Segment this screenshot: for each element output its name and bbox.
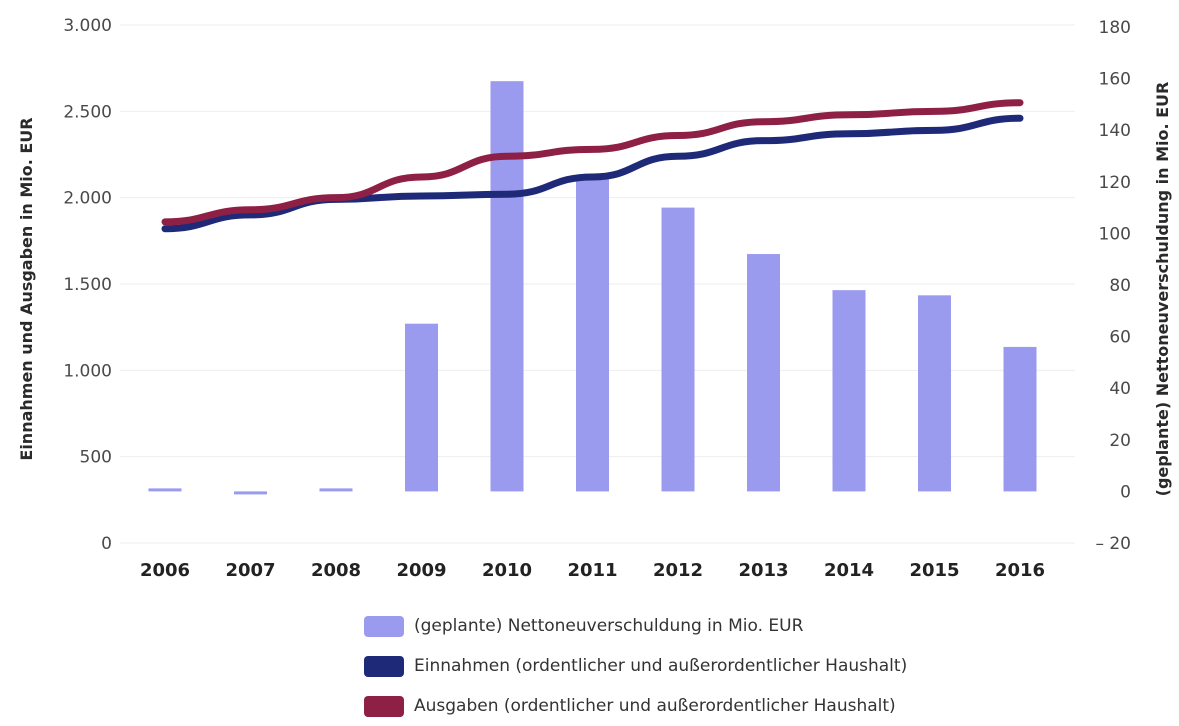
legend-item-net-borrowing: (geplante) Nettoneuverschuldung in Mio. …	[364, 606, 907, 646]
legend-item-revenue: Einnahmen (ordentlicher und außerordentl…	[364, 646, 907, 686]
legend-label-revenue: Einnahmen (ordentlicher und außerordentl…	[414, 656, 908, 676]
right-tick-label: – 20	[1095, 534, 1131, 554]
bar-2016	[1003, 346, 1037, 492]
left-tick-label: 0	[101, 534, 112, 554]
legend-swatch-net-borrowing	[364, 615, 404, 637]
right-axis-ticks: – 20 0 20 40 60 80 100 120 140 160 180	[1095, 18, 1131, 554]
right-tick-label: 160	[1099, 70, 1131, 90]
left-tick-label: 2.500	[63, 102, 112, 122]
line-expenditure	[161, 99, 1024, 226]
x-tick-label: 2016	[995, 560, 1045, 581]
left-tick-label: 1.500	[63, 275, 112, 295]
right-axis-title: (geplante) Nettoneuverschuldung in Mio. …	[1153, 82, 1172, 497]
chart: 0 500 1.000 1.500 2.000 2.500 3.000 – 20 0 20 40 6…	[17, 16, 1172, 581]
right-tick-label: 60	[1109, 328, 1131, 348]
bar-2015	[918, 295, 951, 492]
legend-label-expenditure: Ausgaben (ordentlicher und außerordentli…	[414, 696, 896, 716]
left-tick-label: 2.000	[63, 189, 112, 209]
x-tick-label: 2015	[909, 560, 959, 581]
legend-item-expenditure: Ausgaben (ordentlicher und außerordentli…	[364, 686, 907, 726]
right-tick-label: 0	[1120, 482, 1131, 502]
right-tick-label: 100	[1099, 224, 1131, 244]
right-tick-label: 80	[1109, 276, 1131, 296]
left-tick-label: 1.000	[63, 361, 112, 381]
right-tick-label: 40	[1109, 379, 1131, 399]
x-tick-label: 2009	[396, 560, 446, 581]
x-tick-label: 2010	[482, 560, 532, 581]
legend-swatch-expenditure	[364, 695, 404, 717]
legend: (geplante) Nettoneuverschuldung in Mio. …	[364, 606, 907, 726]
bar-2013	[747, 254, 780, 492]
legend-label-net-borrowing: (geplante) Nettoneuverschuldung in Mio. …	[414, 616, 804, 636]
left-axis-ticks: 0 500 1.000 1.500 2.000 2.500 3.000	[63, 16, 112, 554]
bar-2007	[234, 491, 267, 495]
x-tick-label: 2007	[225, 560, 275, 581]
bar-2009	[405, 323, 438, 492]
x-axis-ticks: 2006 2007 2008 2009 2010 2011 2012 2013 2014 2015…	[140, 560, 1045, 581]
right-tick-label: 180	[1099, 18, 1131, 38]
bar-2008	[319, 488, 353, 492]
x-tick-label: 2014	[824, 560, 874, 581]
x-tick-label: 2012	[653, 560, 703, 581]
x-tick-label: 2011	[567, 560, 617, 581]
bar-series	[148, 81, 1037, 495]
x-tick-label: 2008	[311, 560, 361, 581]
bar-2010	[490, 81, 524, 492]
bar-2011	[576, 179, 609, 492]
bar-2006	[148, 488, 182, 492]
left-tick-label: 3.000	[63, 16, 112, 36]
left-axis-title: Einnahmen und Ausgaben in Mio. EUR	[17, 117, 36, 460]
left-tick-label: 500	[80, 448, 112, 468]
right-tick-label: 20	[1109, 431, 1131, 451]
bar-2012	[661, 207, 695, 492]
line-series	[161, 99, 1024, 233]
bar-2014	[832, 290, 866, 492]
right-tick-label: 120	[1099, 173, 1131, 193]
legend-swatch-revenue	[364, 655, 404, 677]
x-tick-label: 2006	[140, 560, 190, 581]
right-tick-label: 140	[1099, 121, 1131, 141]
x-tick-label: 2013	[738, 560, 788, 581]
